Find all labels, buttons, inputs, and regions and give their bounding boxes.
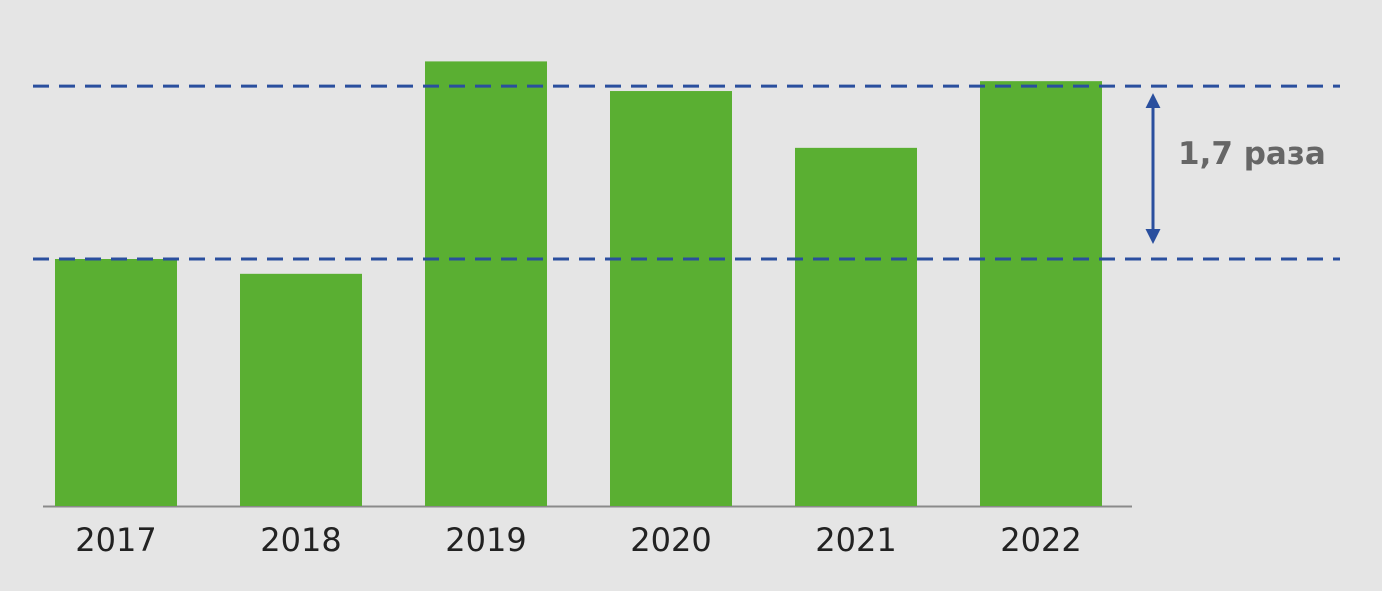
x-tick-label: 2017 [75, 521, 156, 559]
bar [55, 259, 177, 506]
bar [610, 91, 732, 506]
x-tick-label: 2019 [445, 521, 526, 559]
x-tick-label: 2022 [1000, 521, 1081, 559]
x-tick-label: 2018 [260, 521, 341, 559]
bar [795, 147, 917, 506]
x-tick-label: 2021 [815, 521, 896, 559]
bar [240, 273, 362, 506]
annotation: 1,7 раза [1178, 136, 1326, 172]
bar [980, 81, 1102, 506]
bar [425, 61, 547, 507]
x-tick-label: 2020 [630, 521, 711, 559]
